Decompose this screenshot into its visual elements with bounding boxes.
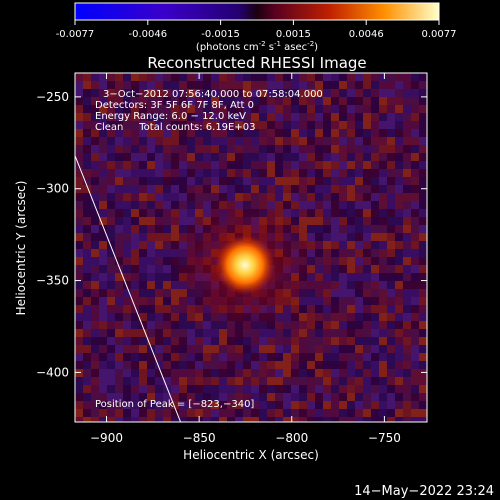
colorbar: [74, 2, 440, 21]
colorbar-tick-label: -0.0015: [201, 29, 240, 40]
colorbar-tick-label: 0.0077: [422, 29, 457, 40]
heatmap-image: [75, 73, 427, 422]
x-tick-label: −750: [368, 431, 401, 445]
x-axis-label: Heliocentric X (arcsec): [183, 448, 319, 462]
plot-frame: [74, 72, 428, 423]
y-tick-label: −350: [36, 274, 69, 288]
colorbar-tick-label: 0.0046: [349, 29, 384, 40]
x-tick-label: −850: [183, 431, 216, 445]
colorbar-tick-label: 0.0015: [276, 29, 311, 40]
time-range: 3−Oct−2012 07:56:40.000 to 07:58:04.000: [103, 89, 323, 100]
y-tick-label: −400: [36, 365, 69, 379]
energy-range: Energy Range: 6.0 − 12.0 keV: [95, 111, 246, 122]
axis-ticks: −900 −850 −800 −750 −250 −300 −350 −400: [36, 73, 427, 445]
y-tick-label: −250: [36, 90, 69, 104]
x-tick-label: −800: [275, 431, 308, 445]
solar-limb-line: [75, 155, 182, 422]
colorbar-units: (photons cm-2 s-1 asec-2): [196, 40, 318, 53]
chart-title: Reconstructed RHESSI Image: [147, 54, 366, 72]
x-tick-label: −900: [90, 431, 123, 445]
clean-counts: Clean Total counts: 6.19E+03: [95, 122, 255, 133]
detectors: Detectors: 3F 5F 6F 7F 8F, Att 0: [95, 100, 254, 111]
colorbar-tick-label: -0.0077: [56, 29, 95, 40]
colorbar-ticks: -0.0077 -0.0046 -0.0015 0.0015 0.0046 0.0077: [56, 20, 457, 40]
peak-position: Position of Peak = [−823,−340]: [95, 399, 254, 410]
y-tick-label: −300: [36, 182, 69, 196]
colorbar-tick-label: -0.0046: [128, 29, 167, 40]
y-axis-label: Heliocentric Y (arcsec): [14, 181, 28, 316]
footer-date: 14−May−2022 23:24: [354, 484, 494, 499]
